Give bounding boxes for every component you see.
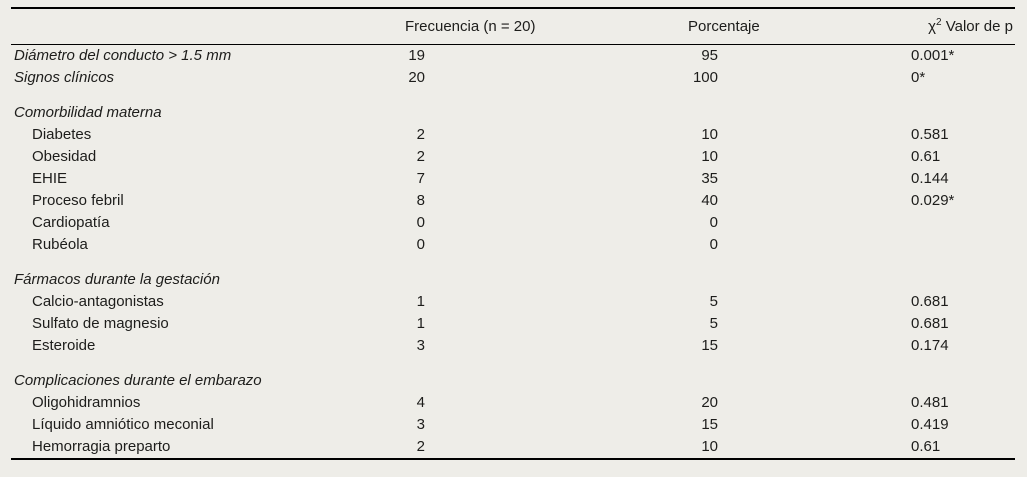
row-label: Obesidad <box>32 148 97 165</box>
table-row: Cardiopatía 0 0 <box>11 212 1015 234</box>
section-header-row: Comorbilidad materna <box>11 102 1015 124</box>
percentage-value: 95 <box>701 47 718 64</box>
percentage-value: 10 <box>701 438 718 455</box>
percentage-value: 100 <box>692 69 718 86</box>
table-row: Sulfato de magnesio 1 5 0.681 <box>11 313 1015 335</box>
percentage-value <box>688 102 910 124</box>
row-label: EHIE <box>32 170 68 187</box>
p-value: 0.61 <box>911 148 941 165</box>
percentage-value: 15 <box>701 416 718 433</box>
header-rule <box>11 44 1015 45</box>
row-label: Oligohidramnios <box>32 394 141 411</box>
frequency-value: 3 <box>416 337 425 354</box>
frequency-value: 2 <box>416 438 425 455</box>
table-row: Proceso febril 8 40 0.029* <box>11 190 1015 212</box>
table-body: Diámetro del conducto > 1.5 mm 19 95 0.001*… <box>11 45 1015 458</box>
table-row: Líquido amniótico meconial 3 15 0.419 <box>11 414 1015 436</box>
frequency-value: 7 <box>416 170 425 187</box>
row-label: Complicaciones durante el embarazo <box>14 372 262 389</box>
p-value: 0.61 <box>911 438 941 455</box>
p-value: 0.681 <box>911 315 949 332</box>
frequency-value: 2 <box>416 126 425 143</box>
chi-header-text: Valor de p <box>941 18 1013 35</box>
frequency-value: 19 <box>408 47 425 64</box>
section-header-row: Complicaciones durante el embarazo <box>11 370 1015 392</box>
p-value: 0.174 <box>911 337 949 354</box>
frequency-value: 4 <box>416 394 425 411</box>
frequency-value: 0 <box>416 214 425 231</box>
row-label: Líquido amniótico meconial <box>32 416 214 433</box>
frequency-value <box>405 370 688 392</box>
percentage-value: 0 <box>709 214 718 231</box>
frequency-value: 2 <box>416 148 425 165</box>
table-row: Esteroide 3 15 0.174 <box>11 335 1015 357</box>
row-label: Hemorragia preparto <box>32 438 171 455</box>
table-row: Rubéola 0 0 <box>11 234 1015 256</box>
p-value: 0.001* <box>911 47 955 64</box>
p-value: 0.581 <box>911 126 949 143</box>
p-value <box>910 212 1015 234</box>
bottom-rule <box>11 458 1015 460</box>
frequency-value <box>405 102 688 124</box>
frequency-value: 0 <box>416 236 425 253</box>
row-label: Rubéola <box>32 236 88 253</box>
row-label: Fármacos durante la gestación <box>14 271 220 288</box>
chi-symbol: χ <box>928 18 936 35</box>
p-value: 0.419 <box>911 416 949 433</box>
p-value: 0.029* <box>911 192 955 209</box>
frequency-value: 3 <box>416 416 425 433</box>
percentage-value: 20 <box>701 394 718 411</box>
chi-exponent: 2 <box>936 17 942 28</box>
p-value <box>910 102 1015 124</box>
p-value: 0* <box>911 69 926 86</box>
p-value <box>910 234 1015 256</box>
p-value <box>910 269 1015 291</box>
table-header: Frecuencia (n = 20) Porcentaje χ2 Valor … <box>11 9 1015 44</box>
percentage-value <box>688 370 910 392</box>
percentage-value: 40 <box>701 192 718 209</box>
frequency-value <box>405 269 688 291</box>
table-row: Signos clínicos 20 100 0* <box>11 67 1015 89</box>
percentage-value: 5 <box>709 293 718 310</box>
frequency-value: 20 <box>408 69 425 86</box>
table-row: Diámetro del conducto > 1.5 mm 19 95 0.001* <box>11 45 1015 67</box>
frequency-value: 1 <box>416 293 425 310</box>
top-rule <box>11 7 1015 9</box>
table-row: Hemorragia preparto 2 10 0.61 <box>11 436 1015 458</box>
percentage-value <box>688 269 910 291</box>
p-value: 0.681 <box>911 293 949 310</box>
p-value <box>910 370 1015 392</box>
percentage-value: 35 <box>701 170 718 187</box>
table-row: Oligohidramnios 4 20 0.481 <box>11 392 1015 414</box>
table-row: Calcio-antagonistas 1 5 0.681 <box>11 291 1015 313</box>
row-label: Esteroide <box>32 337 96 354</box>
p-value: 0.144 <box>911 170 949 187</box>
statistics-table: Frecuencia (n = 20) Porcentaje χ2 Valor … <box>11 7 1015 460</box>
table-row: Diabetes 2 10 0.581 <box>11 124 1015 146</box>
frequency-value: 1 <box>416 315 425 332</box>
row-label: Diámetro del conducto > 1.5 mm <box>14 47 232 64</box>
row-label: Proceso febril <box>32 192 124 209</box>
row-label: Diabetes <box>32 126 92 143</box>
percentage-value: 0 <box>709 236 718 253</box>
header-frecuencia: Frecuencia (n = 20) <box>405 18 536 35</box>
section-header-row: Fármacos durante la gestación <box>11 269 1015 291</box>
row-label: Sulfato de magnesio <box>32 315 169 332</box>
row-label: Calcio-antagonistas <box>32 293 164 310</box>
header-chi-squared-p: χ2 Valor de p <box>910 17 1015 36</box>
row-label: Signos clínicos <box>14 69 115 86</box>
row-label: Cardiopatía <box>32 214 110 231</box>
percentage-value: 10 <box>701 126 718 143</box>
percentage-value: 15 <box>701 337 718 354</box>
table-row: Obesidad 2 10 0.61 <box>11 146 1015 168</box>
percentage-value: 10 <box>701 148 718 165</box>
table-row: EHIE 7 35 0.144 <box>11 168 1015 190</box>
frequency-value: 8 <box>416 192 425 209</box>
header-porcentaje: Porcentaje <box>688 18 760 35</box>
p-value: 0.481 <box>911 394 949 411</box>
row-label: Comorbilidad materna <box>14 104 162 121</box>
percentage-value: 5 <box>709 315 718 332</box>
